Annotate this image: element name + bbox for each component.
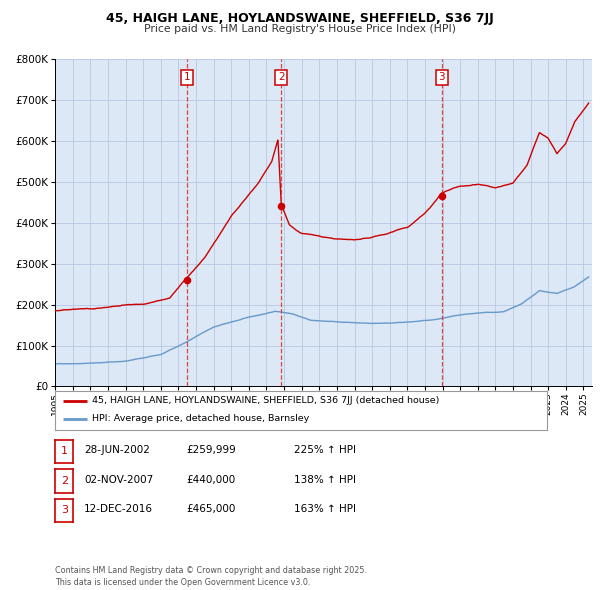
Text: HPI: Average price, detached house, Barnsley: HPI: Average price, detached house, Barn…: [92, 414, 310, 423]
Text: 12-DEC-2016: 12-DEC-2016: [84, 504, 153, 514]
Text: 1: 1: [61, 447, 68, 456]
Text: 225% ↑ HPI: 225% ↑ HPI: [294, 445, 356, 455]
Text: £440,000: £440,000: [186, 475, 235, 484]
Text: 02-NOV-2007: 02-NOV-2007: [84, 475, 153, 484]
Text: 45, HAIGH LANE, HOYLANDSWAINE, SHEFFIELD, S36 7JJ: 45, HAIGH LANE, HOYLANDSWAINE, SHEFFIELD…: [106, 12, 494, 25]
Text: Price paid vs. HM Land Registry's House Price Index (HPI): Price paid vs. HM Land Registry's House …: [144, 24, 456, 34]
Text: Contains HM Land Registry data © Crown copyright and database right 2025.
This d: Contains HM Land Registry data © Crown c…: [55, 566, 367, 587]
Text: 2: 2: [61, 476, 68, 486]
Text: £259,999: £259,999: [186, 445, 236, 455]
Text: £465,000: £465,000: [186, 504, 235, 514]
Text: 2: 2: [278, 73, 284, 83]
Text: 1: 1: [184, 73, 190, 83]
Text: 28-JUN-2002: 28-JUN-2002: [84, 445, 150, 455]
Text: 45, HAIGH LANE, HOYLANDSWAINE, SHEFFIELD, S36 7JJ (detached house): 45, HAIGH LANE, HOYLANDSWAINE, SHEFFIELD…: [92, 396, 439, 405]
Text: 3: 3: [61, 506, 68, 515]
Text: 138% ↑ HPI: 138% ↑ HPI: [294, 475, 356, 484]
Text: 3: 3: [439, 73, 445, 83]
Text: 163% ↑ HPI: 163% ↑ HPI: [294, 504, 356, 514]
